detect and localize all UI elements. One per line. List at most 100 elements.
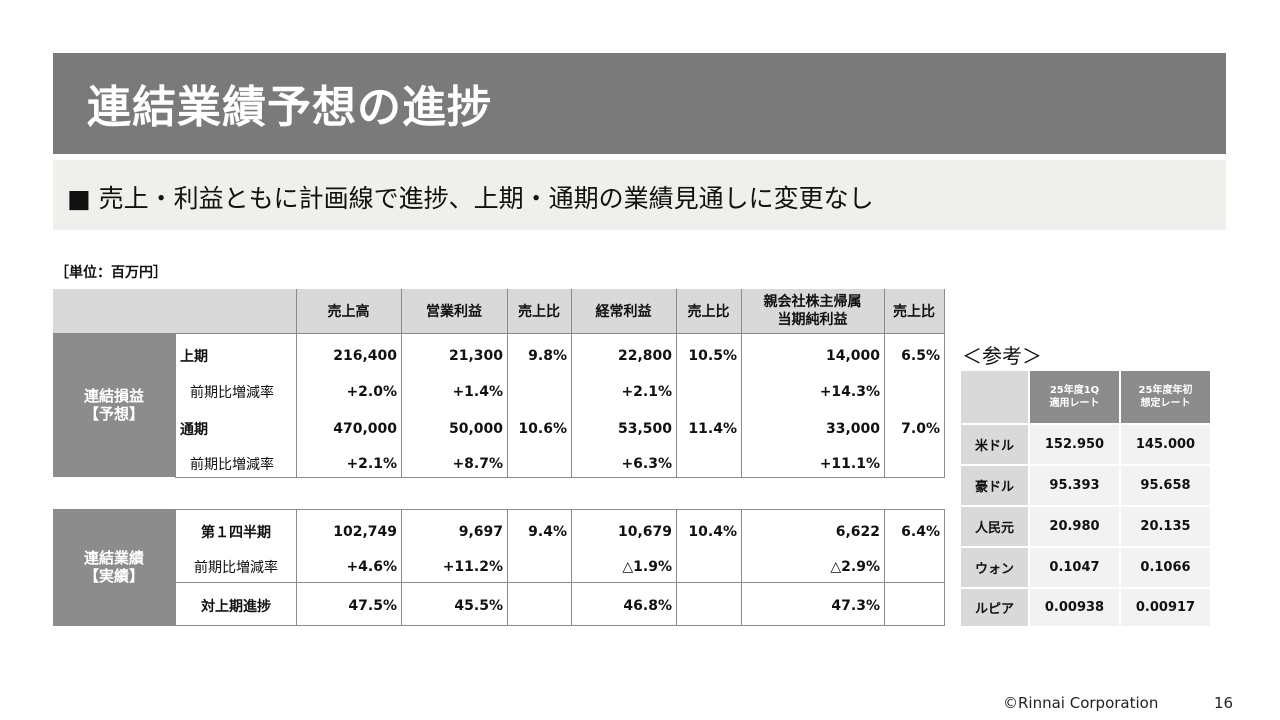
fy-ordinary-profit: 53,500	[617, 421, 672, 437]
ref-header-assumed-line1: 25年度年初	[1138, 385, 1193, 396]
ref-label-idr: ルピア	[961, 589, 1028, 626]
ref-label-aud: 豪ドル	[961, 466, 1028, 505]
h1-yoy-ordinary-profit: +2.1%	[621, 384, 672, 400]
ref-cny-applied: 20.980	[1030, 507, 1119, 546]
progress-net-income: 47.3%	[831, 598, 880, 614]
forecast-label-line2: 【予想】	[83, 405, 144, 423]
row-label-h1: 上期	[180, 349, 208, 365]
fy-yoy-sales: +2.1%	[346, 456, 397, 472]
ref-usd-assumed: 145.000	[1121, 425, 1210, 464]
fy-ratio-1: 10.6%	[518, 421, 567, 437]
divider	[571, 509, 572, 626]
divider	[401, 509, 402, 626]
ref-header-applied-line1: 25年度1Q	[1049, 385, 1100, 396]
divider	[175, 477, 944, 478]
fy-yoy-operating-profit: +8.7%	[452, 456, 503, 472]
q1-ordinary-profit: 10,679	[617, 524, 672, 540]
divider	[507, 289, 508, 478]
q1-yoy-sales: +4.6%	[346, 559, 397, 575]
row-label-h1-yoy: 前期比増減率	[190, 385, 274, 401]
divider	[175, 333, 176, 478]
q1-sales: 102,749	[333, 524, 397, 540]
header-ratio-3: 売上比	[884, 289, 944, 333]
divider	[884, 289, 885, 478]
fy-ratio-3: 7.0%	[901, 421, 940, 437]
divider	[741, 509, 742, 626]
ref-cny-assumed: 20.135	[1121, 507, 1210, 546]
h1-ratio-3: 6.5%	[901, 348, 940, 364]
header-sales: 売上高	[296, 289, 401, 333]
row-label-fy: 通期	[180, 422, 208, 438]
divider	[676, 509, 677, 626]
ref-label-cny: 人民元	[961, 507, 1028, 546]
ref-header-applied-line2: 適用レート	[1049, 398, 1100, 409]
divider	[944, 509, 945, 626]
h1-yoy-sales: +2.0%	[346, 384, 397, 400]
progress-sales: 47.5%	[348, 598, 397, 614]
unit-label: ［単位：百万円］	[55, 265, 167, 281]
h1-net-income: 14,000	[825, 348, 880, 364]
ref-idr-assumed: 0.00917	[1121, 589, 1210, 626]
q1-yoy-operating-profit: +11.2%	[442, 559, 503, 575]
header-ratio-2: 売上比	[676, 289, 741, 333]
q1-yoy-ordinary-profit: △1.9%	[622, 559, 672, 575]
h1-ratio-2: 10.5%	[688, 348, 737, 364]
fy-operating-profit: 50,000	[448, 421, 503, 437]
divider	[884, 509, 885, 626]
header-corner	[53, 289, 296, 333]
header-ratio-1: 売上比	[507, 289, 571, 333]
header-net-income: 親会社株主帰属 当期純利益	[741, 289, 884, 333]
divider	[296, 509, 297, 626]
row-label-progress: 対上期進捗	[201, 599, 271, 615]
row-label-fy-yoy: 前期比増減率	[190, 457, 274, 473]
copyright: ©Rinnai Corporation	[1003, 694, 1159, 712]
ref-idr-applied: 0.00938	[1030, 589, 1119, 626]
divider	[53, 333, 944, 334]
progress-ordinary-profit: 46.8%	[623, 598, 672, 614]
ref-header-applied-rate: 25年度1Q 適用レート	[1030, 371, 1119, 423]
divider	[175, 582, 944, 583]
divider	[507, 509, 508, 626]
reference-title: ＜参考＞	[962, 344, 1042, 368]
ref-aud-assumed: 95.658	[1121, 466, 1210, 505]
fy-yoy-net-income: +11.1%	[819, 456, 880, 472]
q1-net-income: 6,622	[835, 524, 880, 540]
page-number: 16	[1214, 694, 1234, 712]
progress-operating-profit: 45.5%	[454, 598, 503, 614]
actual-label-line2: 【実績】	[83, 567, 144, 585]
ref-label-krw: ウォン	[961, 548, 1028, 587]
fy-net-income: 33,000	[825, 421, 880, 437]
divider	[741, 289, 742, 478]
ref-label-usd: 米ドル	[961, 425, 1028, 464]
forecast-label-line1: 連結損益	[83, 387, 144, 405]
divider	[53, 625, 944, 626]
q1-yoy-net-income: △2.9%	[830, 559, 880, 575]
header-operating-profit: 営業利益	[401, 289, 507, 333]
divider	[944, 289, 945, 478]
h1-yoy-net-income: +14.3%	[819, 384, 880, 400]
divider	[175, 509, 176, 626]
title-bar: 連結業績予想の進捗	[53, 53, 1226, 154]
ref-aud-applied: 95.393	[1030, 466, 1119, 505]
h1-yoy-operating-profit: +1.4%	[452, 384, 503, 400]
q1-ratio-3: 6.4%	[901, 524, 940, 540]
ref-usd-applied: 152.950	[1030, 425, 1119, 464]
row-label-q1-yoy: 前期比増減率	[194, 560, 278, 576]
q1-operating-profit: 9,697	[458, 524, 503, 540]
forecast-side-label: 連結損益 【予想】	[53, 333, 175, 477]
q1-ratio-1: 9.4%	[528, 524, 567, 540]
ref-krw-applied: 0.1047	[1030, 548, 1119, 587]
ref-header-assumed-line2: 想定レート	[1140, 398, 1191, 409]
h1-ratio-1: 9.8%	[528, 348, 567, 364]
page-title: 連結業績予想の進捗	[87, 82, 492, 133]
actual-side-label: 連結業績 【実績】	[53, 509, 175, 625]
page-subtitle: ■ 売上・利益ともに計画線で進捗、上期・通期の業績見通しに変更なし	[67, 184, 874, 213]
header-ordinary-profit: 経常利益	[571, 289, 676, 333]
divider	[401, 289, 402, 478]
h1-sales: 216,400	[333, 348, 397, 364]
fy-yoy-ordinary-profit: +6.3%	[621, 456, 672, 472]
ref-header-assumed-rate: 25年度年初 想定レート	[1121, 371, 1210, 423]
q1-ratio-2: 10.4%	[688, 524, 737, 540]
actual-label-line1: 連結業績	[83, 549, 144, 567]
header-net-income-line1: 親会社株主帰属	[763, 294, 862, 310]
